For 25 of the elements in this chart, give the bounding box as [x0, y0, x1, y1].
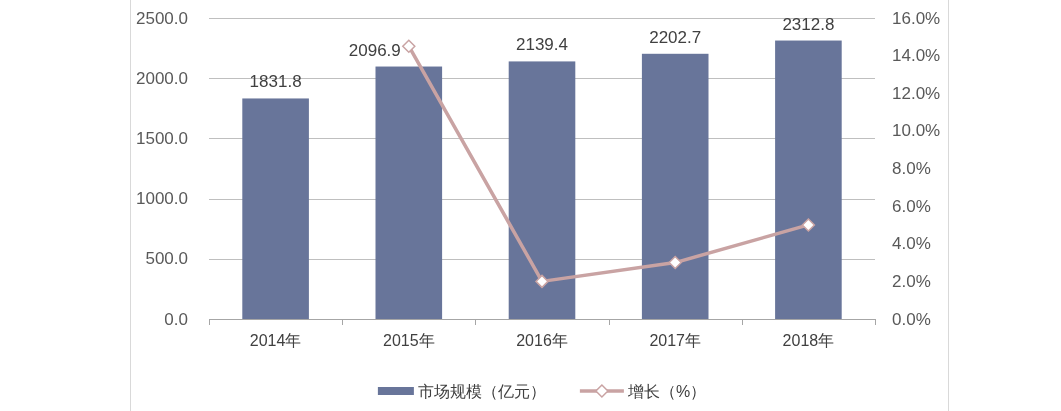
- y2-tick-label: 6.0%: [892, 196, 931, 216]
- y2-tick-label: 10.0%: [892, 121, 941, 141]
- y2-tick-label: 16.0%: [892, 8, 941, 28]
- y2-tick-label: 0.0%: [892, 309, 931, 329]
- y-tick-label: 2000.0: [136, 68, 188, 88]
- y-tick-label: 0.0: [164, 309, 188, 329]
- x-tick-label: 2017年: [649, 332, 701, 349]
- data-label: 2139.4: [516, 35, 568, 55]
- y-tick-label: 1500.0: [136, 128, 188, 148]
- y-tick-label: 1000.0: [136, 189, 188, 209]
- y2-tick-label: 4.0%: [892, 234, 931, 254]
- x-tick-label: 2018年: [782, 332, 835, 349]
- data-label: 1831.8: [249, 72, 302, 92]
- y2-tick-label: 14.0%: [892, 46, 941, 66]
- x-tick-label: 2016年: [516, 332, 568, 349]
- y2-tick-label: 12.0%: [892, 83, 941, 103]
- y2-tick-label: 2.0%: [892, 271, 931, 291]
- y2-tick-label: 8.0%: [892, 159, 931, 178]
- data-label: 2312.8: [782, 14, 835, 34]
- y-tick-label: 2500.0: [136, 8, 188, 28]
- y-tick-label: 500.0: [145, 249, 188, 269]
- x-tick-label: 2014年: [249, 332, 302, 349]
- x-tick-label: 2015年: [383, 332, 435, 349]
- data-label: 2096.9: [348, 40, 401, 60]
- data-label: 2202.7: [649, 27, 702, 47]
